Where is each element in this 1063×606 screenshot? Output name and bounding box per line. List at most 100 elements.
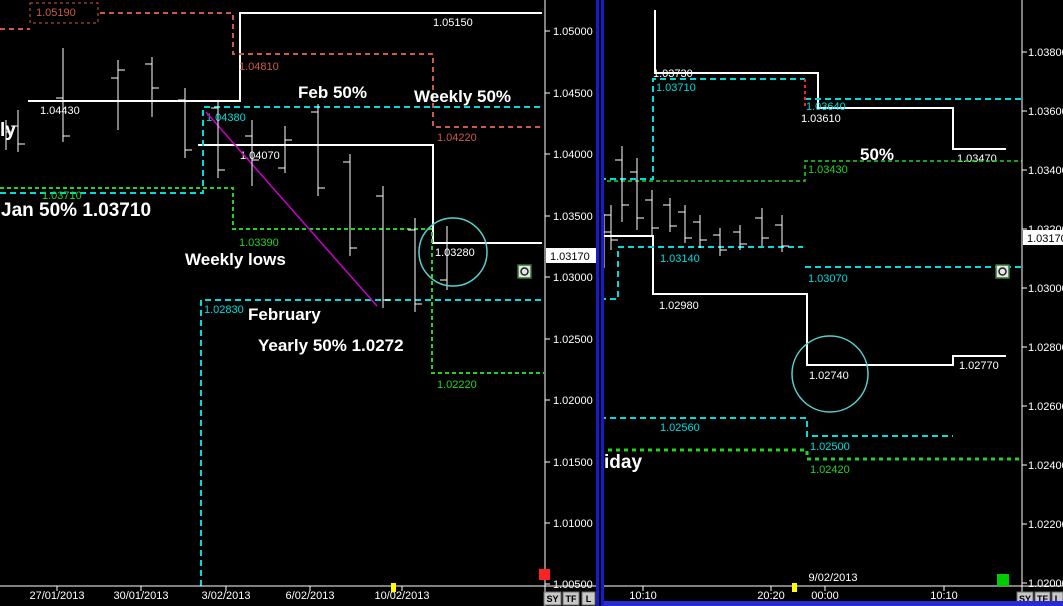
price-axis: 1.05000 1.04500 1.04000 1.03500 1.03000 1.025… — [544, 0, 596, 606]
ohlc-bar — [145, 57, 159, 117]
ohlc-bar — [178, 88, 192, 158]
annotation-text: Weekly lows — [185, 250, 286, 269]
ohlc-bar — [11, 110, 25, 152]
date-label: 20:20 — [757, 590, 785, 602]
ohlc-bar — [755, 208, 769, 246]
anchor-box — [517, 264, 532, 279]
date-label: 10:10 — [629, 590, 657, 602]
circle-glyph-icon — [998, 267, 1007, 276]
ohlc-bar — [645, 190, 659, 235]
annotation-text: 50% — [860, 145, 894, 164]
button-label: L — [586, 594, 592, 604]
axis-tick-label: 1.00500 — [553, 579, 593, 591]
green-thick-step[interactable] — [600, 448, 1022, 461]
button-label: TF — [566, 594, 577, 604]
red-square-marker — [539, 569, 550, 580]
daily-lows-step[interactable] — [600, 235, 1006, 366]
axis-tick-label: 1.02200 — [1028, 519, 1063, 531]
ohlc-bar — [111, 60, 125, 130]
red-dashed-pivot[interactable] — [100, 12, 542, 128]
price-label: 1.04070 — [240, 150, 280, 162]
price-label: 1.04430 — [40, 105, 80, 117]
daily-highs-step[interactable] — [654, 10, 1006, 150]
price-label: 1.03140 — [660, 253, 700, 265]
object-anchor-icon[interactable] — [995, 264, 1010, 279]
circle-glyph-icon — [520, 267, 529, 276]
ohlc-bar — [343, 154, 357, 256]
highlight-circle[interactable] — [418, 217, 488, 287]
ohlc-bar — [733, 225, 747, 250]
object-anchor-icon[interactable] — [517, 264, 532, 279]
price-axis: 1.038001.036001.034001.032001.030001.028… — [1021, 0, 1063, 606]
price-label: 1.03390 — [239, 237, 279, 249]
button-face — [562, 591, 580, 606]
date-label: 10:10 — [930, 590, 958, 602]
axis-tick-label: 1.02000 — [553, 395, 593, 407]
price-label: 1.02980 — [659, 300, 699, 312]
annotation-text: Weekly 50% — [414, 87, 511, 106]
date-label: 30/01/2013 — [113, 590, 168, 602]
price-label: 1.03710 — [42, 190, 82, 202]
ohlc-bar — [678, 205, 692, 243]
price-label: 1.02220 — [437, 379, 477, 391]
ohlc-bar — [713, 228, 727, 256]
green-dashed-step[interactable] — [0, 187, 544, 374]
anchor-box — [995, 264, 1010, 279]
price-label: 1.05150 — [433, 17, 473, 29]
l-button[interactable]: L — [581, 591, 596, 606]
axis-tick-label: 1.03000 — [553, 272, 593, 284]
sy-button[interactable]: SY — [543, 591, 562, 606]
ohlc-bar — [440, 226, 454, 290]
price-label-box — [29, 2, 99, 24]
ohlc-bar — [211, 100, 225, 178]
price-label: 1.02420 — [810, 464, 850, 476]
axis-tick-label: 1.01500 — [553, 457, 593, 469]
axis-tick-label: 1.03400 — [1028, 165, 1063, 177]
annotation-text: ly — [0, 120, 16, 141]
weekly-lows-step[interactable] — [198, 144, 542, 244]
highlight-circle[interactable] — [791, 335, 869, 413]
axis-tick-label: 1.03500 — [553, 211, 593, 223]
ohlc-bar — [311, 104, 325, 196]
current-price-box — [1023, 230, 1063, 245]
ohlc-bar — [245, 120, 259, 186]
price-label: 1.02830 — [204, 304, 244, 316]
cyan-dashed-lower[interactable] — [200, 299, 544, 586]
annotation-text: Jan 50% 1.03710 — [1, 200, 151, 221]
axis-tick-label: 1.02400 — [1028, 460, 1063, 472]
ohlc-bar — [5, 120, 13, 150]
cyan-dashed-upper[interactable] — [0, 106, 544, 194]
price-label: 1.02560 — [660, 422, 700, 434]
button-label: TF — [1037, 594, 1048, 604]
date-label: 3/02/2013 — [202, 590, 251, 602]
axis-tick-label: 1.02000 — [1028, 578, 1063, 590]
yellow-tick-marker — [792, 583, 797, 592]
price-label: 1.03280 — [435, 247, 475, 259]
cyan-low-step[interactable] — [600, 417, 953, 437]
price-label: 1.04220 — [437, 132, 477, 144]
button-label: SY — [1019, 594, 1031, 604]
tf-button[interactable]: TF — [562, 591, 580, 606]
magenta-trendline[interactable] — [205, 111, 378, 307]
green-square-marker — [997, 574, 1009, 586]
ohlc-bar — [604, 205, 618, 250]
price-label: 1.05190 — [36, 7, 76, 19]
button-label: SY — [546, 594, 558, 604]
ohlc-bar — [376, 186, 390, 308]
current-price-label: 1.03170 — [1027, 233, 1063, 245]
price-label: 1.03640 — [806, 101, 846, 113]
cyan-step-upper[interactable] — [600, 78, 805, 180]
price-label: 1.03610 — [801, 113, 841, 125]
yellow-tick-marker — [391, 583, 396, 592]
price-label: 1.03730 — [653, 68, 693, 80]
cyan-mid-level-1[interactable] — [600, 246, 803, 300]
date-label: 27/01/2013 — [29, 590, 84, 602]
weekly-highs-step[interactable] — [28, 12, 542, 102]
annotation-text: Yearly 50% 1.0272 — [258, 336, 404, 355]
axis-tick-label: 1.01000 — [553, 518, 593, 530]
axis-tick-label: 1.03000 — [1028, 283, 1063, 295]
price-label: 1.02740 — [809, 370, 849, 382]
price-label: 1.03470 — [957, 153, 997, 165]
